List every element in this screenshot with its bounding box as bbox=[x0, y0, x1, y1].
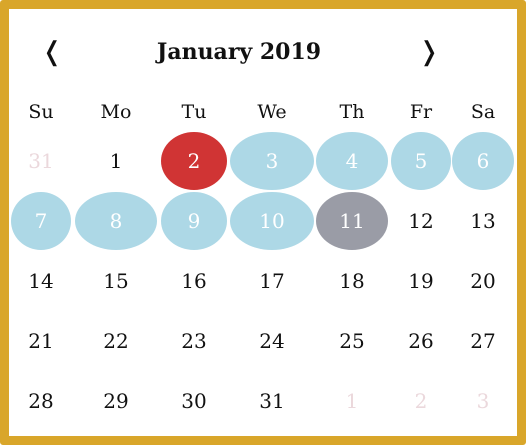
day-cell[interactable]: 23 bbox=[181, 329, 207, 353]
day-cell[interactable]: 10 bbox=[230, 192, 314, 250]
day-cell[interactable]: 25 bbox=[339, 329, 365, 353]
day-cell[interactable]: 9 bbox=[161, 192, 227, 250]
day-cell[interactable]: 28 bbox=[28, 389, 54, 413]
day-cell[interactable]: 17 bbox=[259, 269, 285, 293]
weekday-mo: Mo bbox=[100, 101, 132, 123]
weekday-th: Th bbox=[339, 101, 365, 123]
day-cell[interactable]: 13 bbox=[470, 209, 496, 233]
day-cell[interactable]: 2 bbox=[414, 389, 428, 413]
month-title: January 2019 bbox=[156, 39, 322, 65]
day-cell[interactable]: 30 bbox=[181, 389, 207, 413]
prev-month-button[interactable]: ❬ bbox=[37, 35, 67, 69]
day-cell[interactable]: 18 bbox=[339, 269, 365, 293]
day-cell[interactable]: 20 bbox=[470, 269, 496, 293]
day-cell[interactable]: 3 bbox=[476, 389, 490, 413]
day-cell[interactable]: 11 bbox=[316, 192, 388, 250]
day-cell[interactable]: 29 bbox=[103, 389, 129, 413]
day-cell[interactable]: 22 bbox=[103, 329, 129, 353]
next-month-button[interactable]: ❭ bbox=[414, 35, 444, 69]
weekday-fr: Fr bbox=[409, 101, 433, 123]
weekday-sa: Sa bbox=[470, 101, 496, 123]
day-cell[interactable]: 21 bbox=[28, 329, 54, 353]
day-cell[interactable]: 26 bbox=[408, 329, 434, 353]
weekday-tu: Tu bbox=[181, 101, 207, 123]
day-cell[interactable]: 6 bbox=[452, 132, 514, 190]
day-cell[interactable]: 14 bbox=[28, 269, 54, 293]
day-cell[interactable]: 15 bbox=[103, 269, 129, 293]
day-cell[interactable]: 4 bbox=[316, 132, 388, 190]
day-cell[interactable]: 3 bbox=[230, 132, 314, 190]
weekday-su: Su bbox=[28, 101, 54, 123]
chevron-left-icon: ❬ bbox=[41, 37, 63, 67]
day-cell[interactable]: 7 bbox=[11, 192, 71, 250]
day-cell[interactable]: 1 bbox=[345, 389, 359, 413]
day-cell[interactable]: 12 bbox=[408, 209, 434, 233]
day-cell[interactable]: 16 bbox=[181, 269, 207, 293]
day-cell[interactable]: 31 bbox=[28, 149, 54, 173]
chevron-right-icon: ❭ bbox=[418, 37, 440, 67]
day-cell[interactable]: 2 bbox=[161, 132, 227, 190]
day-cell[interactable]: 1 bbox=[109, 149, 123, 173]
day-cell[interactable]: 27 bbox=[470, 329, 496, 353]
day-cell[interactable]: 19 bbox=[408, 269, 434, 293]
day-cell[interactable]: 5 bbox=[391, 132, 451, 190]
day-cell[interactable]: 8 bbox=[75, 192, 157, 250]
day-cell[interactable]: 24 bbox=[259, 329, 285, 353]
weekday-we: We bbox=[257, 101, 287, 123]
day-cell[interactable]: 31 bbox=[259, 389, 285, 413]
